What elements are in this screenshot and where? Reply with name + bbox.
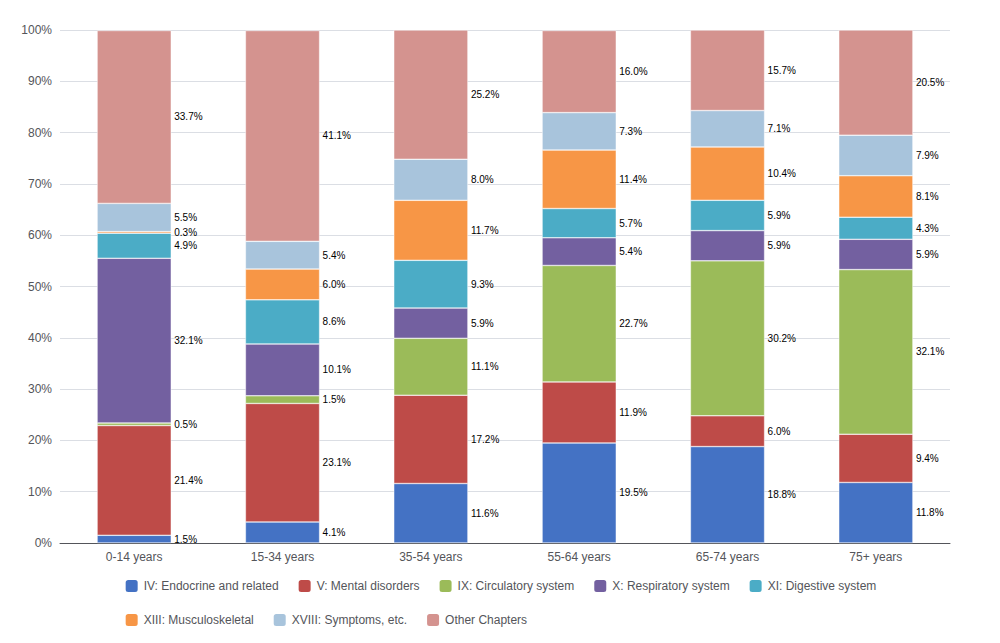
- svg-text:11.1%: 11.1%: [471, 361, 499, 372]
- svg-text:23.1%: 23.1%: [323, 457, 351, 468]
- svg-text:1.5%: 1.5%: [174, 534, 197, 545]
- svg-text:40%: 40%: [28, 331, 52, 345]
- svg-text:80%: 80%: [28, 126, 52, 140]
- svg-text:15.7%: 15.7%: [768, 65, 796, 76]
- svg-text:0.3%: 0.3%: [174, 227, 197, 238]
- svg-text:Other Chapters: Other Chapters: [445, 613, 527, 627]
- svg-text:75+ years: 75+ years: [849, 550, 902, 564]
- svg-text:9.4%: 9.4%: [916, 453, 939, 464]
- svg-text:7.9%: 7.9%: [916, 150, 939, 161]
- svg-text:5.9%: 5.9%: [768, 210, 791, 221]
- svg-text:17.2%: 17.2%: [471, 434, 499, 445]
- svg-text:30.2%: 30.2%: [768, 333, 796, 344]
- svg-text:XI: Digestive system: XI: Digestive system: [768, 579, 877, 593]
- svg-text:18.8%: 18.8%: [768, 489, 796, 500]
- svg-text:0%: 0%: [35, 536, 53, 550]
- svg-text:V: Mental disorders: V: Mental disorders: [317, 579, 420, 593]
- svg-text:5.9%: 5.9%: [768, 240, 791, 251]
- svg-text:55-64 years: 55-64 years: [547, 550, 610, 564]
- svg-text:20.5%: 20.5%: [916, 77, 944, 88]
- svg-text:16.0%: 16.0%: [619, 66, 647, 77]
- svg-text:5.7%: 5.7%: [619, 218, 642, 229]
- svg-text:1.5%: 1.5%: [323, 394, 346, 405]
- svg-text:5.4%: 5.4%: [619, 246, 642, 257]
- svg-text:X: Respiratory system: X: Respiratory system: [612, 579, 729, 593]
- svg-text:11.8%: 11.8%: [916, 507, 944, 518]
- svg-text:5.9%: 5.9%: [471, 318, 494, 329]
- svg-text:IX: Circulatory system: IX: Circulatory system: [458, 579, 575, 593]
- svg-text:4.9%: 4.9%: [174, 240, 197, 251]
- svg-text:60%: 60%: [28, 228, 52, 242]
- svg-text:32.1%: 32.1%: [916, 346, 944, 357]
- svg-text:90%: 90%: [28, 74, 52, 88]
- svg-text:7.3%: 7.3%: [619, 126, 642, 137]
- svg-text:6.0%: 6.0%: [768, 426, 791, 437]
- svg-text:5.4%: 5.4%: [323, 250, 346, 261]
- svg-text:5.9%: 5.9%: [916, 249, 939, 260]
- svg-text:33.7%: 33.7%: [174, 111, 202, 122]
- svg-text:IV: Endocrine and related: IV: Endocrine and related: [144, 579, 279, 593]
- svg-text:8.0%: 8.0%: [471, 174, 494, 185]
- svg-text:0-14 years: 0-14 years: [106, 550, 163, 564]
- svg-text:0.5%: 0.5%: [174, 419, 197, 430]
- svg-text:6.0%: 6.0%: [323, 279, 346, 290]
- svg-text:32.1%: 32.1%: [174, 335, 202, 346]
- svg-text:100%: 100%: [21, 23, 52, 37]
- svg-text:11.7%: 11.7%: [471, 225, 499, 236]
- svg-text:30%: 30%: [28, 382, 52, 396]
- svg-text:XIII: Musculoskeletal: XIII: Musculoskeletal: [144, 613, 254, 627]
- svg-text:22.7%: 22.7%: [619, 318, 647, 329]
- svg-text:35-54 years: 35-54 years: [399, 550, 462, 564]
- svg-text:21.4%: 21.4%: [174, 475, 202, 486]
- svg-text:50%: 50%: [28, 280, 52, 294]
- svg-text:9.3%: 9.3%: [471, 279, 494, 290]
- svg-text:25.2%: 25.2%: [471, 89, 499, 100]
- svg-text:19.5%: 19.5%: [619, 487, 647, 498]
- svg-text:8.1%: 8.1%: [916, 191, 939, 202]
- svg-text:7.1%: 7.1%: [768, 123, 791, 134]
- svg-text:10%: 10%: [28, 485, 52, 499]
- svg-text:11.9%: 11.9%: [619, 407, 647, 418]
- svg-text:41.1%: 41.1%: [323, 130, 351, 141]
- svg-text:70%: 70%: [28, 177, 52, 191]
- svg-text:4.1%: 4.1%: [323, 527, 346, 538]
- svg-text:10.1%: 10.1%: [323, 364, 351, 375]
- svg-text:XVIII: Symptoms, etc.: XVIII: Symptoms, etc.: [292, 613, 407, 627]
- svg-text:4.3%: 4.3%: [916, 223, 939, 234]
- svg-text:20%: 20%: [28, 433, 52, 447]
- svg-text:11.4%: 11.4%: [619, 174, 647, 185]
- svg-text:10.4%: 10.4%: [768, 168, 796, 179]
- svg-text:5.5%: 5.5%: [174, 212, 197, 223]
- svg-text:11.6%: 11.6%: [471, 508, 499, 519]
- svg-text:8.6%: 8.6%: [323, 316, 346, 327]
- svg-text:65-74 years: 65-74 years: [696, 550, 759, 564]
- svg-text:15-34 years: 15-34 years: [251, 550, 314, 564]
